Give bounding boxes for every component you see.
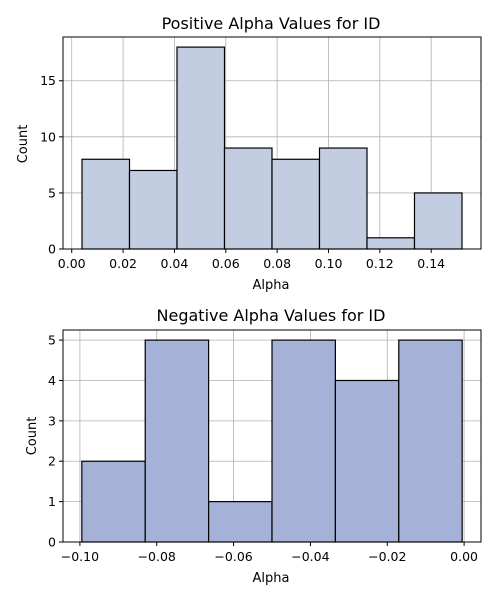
- histogram-bar: [208, 501, 273, 543]
- axes: [62, 36, 482, 250]
- y-tick-label: 1: [48, 494, 56, 509]
- x-tick-label: 0.14: [417, 256, 445, 271]
- x-axis-ticks: 0.00 0.02 0.04 0.06 0.08 0.10 0.12 0.14: [58, 249, 445, 271]
- y-tick-label: 4: [48, 373, 56, 388]
- y-tick-label: 0: [48, 242, 56, 257]
- histogram-bar: [366, 237, 416, 250]
- y-tick-label: 2: [48, 454, 56, 469]
- x-tick-label: −0.04: [291, 549, 329, 564]
- histogram-bar: [271, 158, 321, 250]
- histogram-bar: [413, 192, 463, 250]
- y-tick-label: 3: [48, 413, 56, 428]
- plot-frame: [62, 329, 482, 543]
- y-axis-ticks: 0 1 2 3 4 5: [48, 333, 63, 550]
- histogram-bar: [334, 379, 400, 543]
- y-axis-label: Count: [16, 125, 31, 164]
- x-axis-ticks: −0.10 −0.08 −0.06 −0.04 −0.02 0.00: [61, 542, 478, 564]
- histogram-bar: [81, 460, 146, 543]
- x-tick-label: −0.10: [61, 549, 99, 564]
- y-axis-ticks: 0 5 10 15: [40, 73, 63, 257]
- histogram-bar: [81, 158, 131, 250]
- x-tick-label: 0.04: [161, 256, 189, 271]
- histogram-bar: [271, 339, 336, 543]
- x-tick-label: 0.10: [315, 256, 343, 271]
- histogram-bar: [398, 339, 463, 543]
- x-tick-label: 0.00: [450, 549, 478, 564]
- chart-title: Positive Alpha Values for ID: [162, 14, 381, 33]
- axes: [62, 329, 482, 543]
- bars: [81, 339, 463, 543]
- chart-title: Negative Alpha Values for ID: [157, 306, 386, 325]
- bars: [81, 46, 463, 250]
- y-axis-label: Count: [25, 417, 40, 456]
- x-tick-label: −0.02: [368, 549, 406, 564]
- y-tick-label: 15: [40, 73, 56, 88]
- y-tick-label: 10: [40, 129, 56, 144]
- histogram-bar: [318, 147, 368, 250]
- x-tick-label: 0.08: [263, 256, 291, 271]
- x-axis-label: Alpha: [253, 571, 290, 586]
- histogram-bar: [223, 147, 273, 250]
- x-tick-label: −0.08: [138, 549, 176, 564]
- positive-alpha-chart: Positive Alpha Values for ID 0.00 0.02 0.0…: [16, 14, 482, 293]
- histogram-bar: [176, 46, 226, 250]
- x-tick-label: 0.06: [212, 256, 240, 271]
- negative-alpha-chart: Negative Alpha Values for ID −0.10 −0.08−…: [25, 306, 482, 586]
- histogram-bar: [144, 339, 210, 543]
- x-tick-label: −0.06: [214, 549, 252, 564]
- y-tick-label: 5: [48, 333, 56, 348]
- x-tick-label: 0.12: [366, 256, 394, 271]
- y-tick-label: 0: [48, 535, 56, 550]
- x-axis-label: Alpha: [253, 278, 290, 293]
- x-tick-label: 0.02: [109, 256, 137, 271]
- histogram-bar: [128, 169, 178, 250]
- y-tick-label: 5: [48, 185, 56, 200]
- plot-frame: [62, 36, 482, 250]
- x-tick-label: 0.00: [58, 256, 86, 271]
